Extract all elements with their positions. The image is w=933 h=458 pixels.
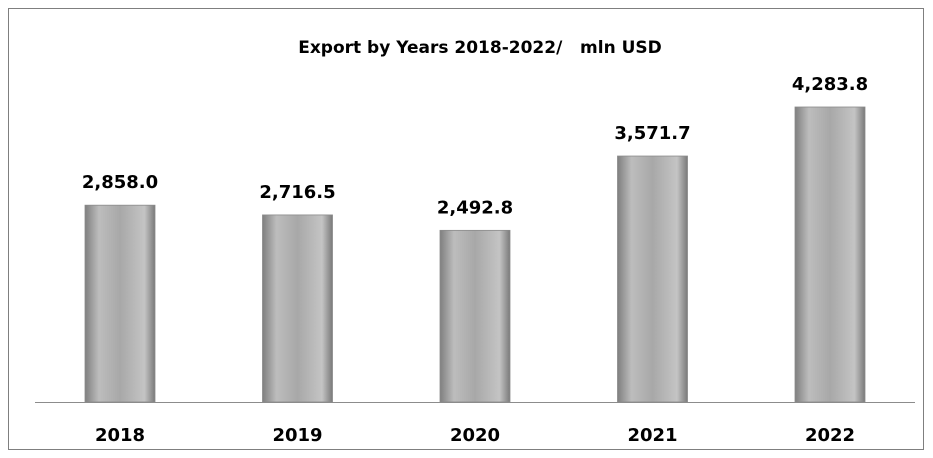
bar — [794, 106, 866, 403]
bar — [617, 155, 688, 403]
value-label: 2,492.8 — [437, 197, 513, 218]
value-label: 2,858.0 — [82, 172, 158, 193]
x-tick-label: 2018 — [95, 425, 145, 446]
x-tick-label: 2019 — [272, 425, 322, 446]
chart-title: Export by Years 2018-2022/ mln USD — [298, 38, 662, 58]
value-label: 2,716.5 — [259, 182, 335, 203]
value-label: 3,571.7 — [614, 123, 690, 144]
bar — [84, 204, 156, 403]
x-tick-label: 2020 — [450, 425, 500, 446]
bar — [262, 214, 333, 403]
x-tick-label: 2022 — [805, 425, 855, 446]
bar — [439, 229, 511, 403]
value-label: 4,283.8 — [792, 74, 868, 95]
x-tick-label: 2021 — [627, 425, 677, 446]
